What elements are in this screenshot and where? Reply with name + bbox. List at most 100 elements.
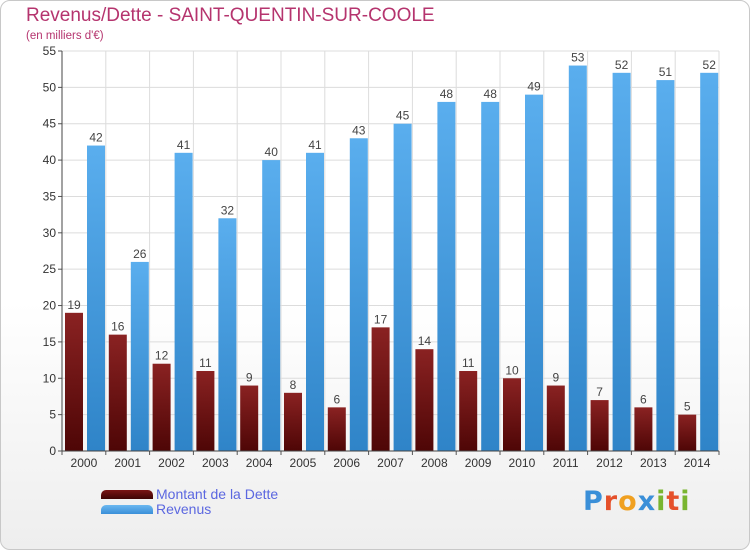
x-tick-label: 2000 bbox=[71, 456, 98, 470]
y-tick-label: 5 bbox=[49, 408, 56, 422]
data-label-revenus: 42 bbox=[89, 131, 103, 145]
y-tick-label: 25 bbox=[43, 262, 57, 276]
data-label-revenus: 45 bbox=[396, 109, 410, 123]
y-tick-label: 20 bbox=[43, 299, 57, 313]
chart-title: Revenus/Dette - SAINT-QUENTIN-SUR-COOLE bbox=[26, 5, 435, 26]
y-tick-label: 50 bbox=[43, 80, 57, 94]
bar-revenus bbox=[437, 101, 456, 451]
logo-letter: i bbox=[656, 486, 667, 517]
bar-dette bbox=[371, 327, 390, 451]
bars bbox=[65, 65, 719, 452]
proxiti-logo: Proxiti bbox=[583, 486, 691, 517]
data-label-dette: 6 bbox=[640, 392, 647, 406]
x-tick-label: 2006 bbox=[333, 456, 360, 470]
bar-revenus bbox=[218, 218, 237, 451]
data-label-dette: 19 bbox=[67, 298, 81, 312]
legend-swatch-dette bbox=[101, 490, 153, 499]
data-label-revenus: 32 bbox=[221, 203, 235, 217]
data-label-revenus: 40 bbox=[265, 145, 279, 159]
bar-dette bbox=[415, 349, 434, 451]
bar-revenus bbox=[87, 145, 105, 451]
bar-revenus bbox=[568, 65, 587, 451]
y-tick-label: 55 bbox=[43, 44, 57, 58]
x-tick-label: 2009 bbox=[465, 456, 492, 470]
data-label-revenus: 51 bbox=[659, 65, 673, 79]
x-tick-label: 2012 bbox=[596, 456, 623, 470]
bar-revenus bbox=[525, 94, 543, 452]
data-label-dette: 12 bbox=[155, 349, 169, 363]
x-tick-label: 2001 bbox=[114, 456, 141, 470]
logo-letter: t bbox=[666, 486, 681, 517]
data-label-revenus: 49 bbox=[527, 80, 541, 94]
data-label-dette: 6 bbox=[333, 392, 340, 406]
y-tick-label: 35 bbox=[43, 189, 57, 203]
data-label-revenus: 48 bbox=[440, 87, 454, 101]
data-label-dette: 8 bbox=[290, 378, 297, 392]
bar-dette bbox=[152, 363, 171, 451]
bar-dette bbox=[590, 400, 609, 451]
axes: 0 5 10 15 20 25 30 35 40 45 50 55 2000 2001 2002 2003 20… bbox=[43, 44, 720, 470]
bar-dette bbox=[284, 392, 302, 451]
bar-revenus bbox=[349, 138, 368, 452]
data-label-dette: 9 bbox=[552, 371, 559, 385]
bar-dette bbox=[327, 407, 346, 451]
data-label-dette: 10 bbox=[505, 363, 519, 377]
data-label-revenus: 41 bbox=[308, 138, 322, 152]
data-label-dette: 5 bbox=[684, 400, 691, 414]
y-tick-label: 30 bbox=[43, 226, 57, 240]
data-label-dette: 16 bbox=[111, 320, 125, 334]
data-label-dette: 7 bbox=[596, 385, 603, 399]
data-label-dette: 11 bbox=[462, 356, 475, 370]
gridlines bbox=[61, 50, 720, 452]
x-tick-label: 2002 bbox=[158, 456, 185, 470]
bar-dette bbox=[240, 385, 259, 451]
bar-revenus bbox=[130, 261, 149, 451]
data-label-revenus: 48 bbox=[484, 87, 498, 101]
y-tick-label: 0 bbox=[49, 444, 56, 458]
x-tick-label: 2014 bbox=[684, 456, 711, 470]
data-label-revenus: 52 bbox=[703, 58, 717, 72]
x-tick-label: 2013 bbox=[640, 456, 667, 470]
bar-revenus bbox=[174, 152, 193, 451]
bar-dette bbox=[678, 414, 697, 451]
y-tick-label: 45 bbox=[43, 117, 57, 131]
bar-revenus bbox=[306, 152, 324, 451]
bar-dette bbox=[108, 334, 127, 451]
bar-dette bbox=[196, 371, 215, 451]
logo-letter: x bbox=[637, 486, 657, 517]
bar-revenus bbox=[656, 80, 675, 451]
bar-revenus bbox=[393, 123, 412, 452]
y-tick-label: 40 bbox=[43, 153, 57, 167]
legend-swatch-revenus bbox=[101, 505, 153, 514]
legend-label-dette: Montant de la Dette bbox=[156, 486, 279, 502]
logo-letter: i bbox=[680, 486, 691, 517]
logo-letter: P bbox=[583, 486, 604, 517]
data-label-dette: 14 bbox=[418, 334, 432, 348]
data-label-revenus: 41 bbox=[177, 138, 191, 152]
bar-revenus bbox=[481, 101, 500, 451]
bar-revenus bbox=[262, 160, 281, 451]
bar-revenus bbox=[700, 72, 719, 452]
data-label-dette: 9 bbox=[246, 371, 253, 385]
x-tick-label: 2010 bbox=[509, 456, 536, 470]
data-label-dette: 11 bbox=[199, 356, 212, 370]
bar-dette bbox=[503, 378, 521, 451]
data-label-revenus: 53 bbox=[571, 51, 585, 65]
x-tick-label: 2004 bbox=[246, 456, 273, 470]
chart-subtitle: (en milliers d'€) bbox=[26, 30, 104, 42]
bar-dette bbox=[634, 407, 653, 451]
x-tick-label: 2007 bbox=[377, 456, 404, 470]
logo-letter: o bbox=[618, 486, 638, 517]
legend-label-revenus: Revenus bbox=[156, 501, 212, 517]
data-label-dette: 17 bbox=[374, 312, 388, 326]
bar-dette bbox=[459, 371, 478, 451]
data-labels: 19 42 16 26 12 41 11 32 9 40 8 41 6 43 17 45 14 48 11 48 10 4… bbox=[67, 51, 716, 414]
y-tick-label: 15 bbox=[43, 335, 57, 349]
x-tick-label: 2008 bbox=[421, 456, 448, 470]
bar-revenus bbox=[612, 72, 631, 452]
logo-letter: r bbox=[603, 486, 619, 517]
bar-dette bbox=[65, 312, 83, 451]
data-label-revenus: 43 bbox=[352, 123, 366, 137]
x-tick-label: 2005 bbox=[290, 456, 317, 470]
